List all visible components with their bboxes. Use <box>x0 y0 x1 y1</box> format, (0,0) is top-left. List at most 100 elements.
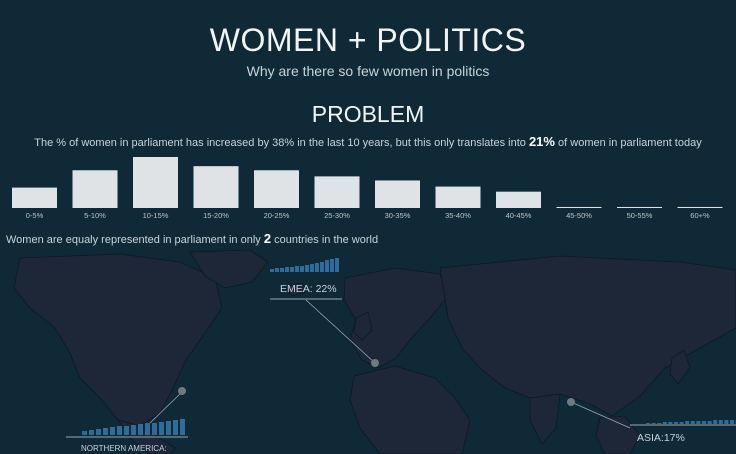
na-bars-bar <box>159 422 164 435</box>
emea-bars-bar <box>335 258 339 272</box>
equality-text-before: Women are equaly represented in parliame… <box>6 234 264 246</box>
asia-bars-bar <box>696 421 701 424</box>
asia-mini-bars <box>646 420 736 424</box>
na-bars-bar <box>145 423 150 435</box>
na-bars-bar <box>124 426 129 435</box>
asia-bars-bar <box>724 420 729 424</box>
asia-bars-bar <box>662 422 667 424</box>
emea-bars-bar <box>275 268 279 272</box>
page-subtitle: Why are there so few women in politics <box>246 63 490 79</box>
na-bars-bar <box>89 430 94 435</box>
north-america-leader-line <box>149 391 183 424</box>
asia-bars-bar <box>730 420 734 424</box>
emea-bars-bar <box>280 268 284 272</box>
japan-landmass <box>669 349 691 385</box>
asia-bars-bar <box>651 423 656 424</box>
world-map[interactable] <box>0 248 736 454</box>
problem-text-after: of women in parliament today <box>554 137 702 149</box>
na-bars-bar <box>117 426 122 435</box>
asia-bars-bar <box>674 422 678 424</box>
emea-marker[interactable] <box>371 359 379 367</box>
bar-0-5-[interactable] <box>12 187 57 208</box>
india-landmass <box>529 393 561 445</box>
north-america-mini-bars <box>82 419 185 435</box>
tick-label-15-20-: 15-20% <box>203 211 229 220</box>
tick-label-5-10-: 5-10% <box>84 211 106 220</box>
emea-bars-bar <box>300 266 304 272</box>
emea-bars-bar <box>270 269 274 272</box>
asia-bars-bar <box>690 421 695 424</box>
tick-label-40-45-: 40-45% <box>506 211 532 220</box>
tick-label-45-50-: 45-50% <box>566 211 592 220</box>
emea-bars-bar <box>325 260 329 272</box>
tick-label-20-25-: 20-25% <box>264 211 290 220</box>
na-bars-bar <box>166 421 171 435</box>
na-bars-bar <box>138 424 143 435</box>
emea-bars-bar <box>330 259 334 272</box>
asia-marker[interactable] <box>567 398 575 406</box>
tick-label-50-55-: 50-55% <box>627 211 653 220</box>
emea-bars-bar <box>310 264 314 272</box>
north-america-marker[interactable] <box>178 387 186 395</box>
na-bars-bar <box>152 423 157 435</box>
asia-bars-bar <box>679 422 684 424</box>
problem-text-before: The % of women in parliament has increas… <box>34 137 529 149</box>
asia-bars-bar <box>657 423 662 424</box>
asia-bars-bar <box>646 423 650 424</box>
equality-text-after: countries in the world <box>271 234 379 246</box>
distribution-bar-chart: 0-5% 5-10% 10-15% 15-20% 20-25% 25-30% 30-35% 3… <box>12 157 723 220</box>
asia-label: ASIA:17% <box>637 432 685 444</box>
bar-5-10-[interactable] <box>72 170 118 208</box>
emea-mini-bars <box>270 258 339 272</box>
bar-50-55-[interactable] <box>617 206 662 208</box>
na-bars-bar <box>96 429 101 435</box>
north-america-callout <box>66 387 188 438</box>
bar-40-45-[interactable] <box>496 191 541 208</box>
asia-bars-bar <box>713 420 718 424</box>
equality-statement: Women are equaly represented in parliame… <box>6 231 378 246</box>
problem-statement: The % of women in parliament has increas… <box>0 134 736 149</box>
emea-bars-bar <box>315 263 319 272</box>
tick-label-10-15-: 10-15% <box>143 211 169 220</box>
na-bars-bar <box>180 419 185 435</box>
asia-bars-bar <box>702 421 706 424</box>
iceland-landmass <box>285 282 307 297</box>
tick-label-30-35-: 30-35% <box>385 211 411 220</box>
emea-bars-bar <box>305 265 309 272</box>
section-heading-problem: PROBLEM <box>311 101 425 127</box>
bar-20-25-[interactable] <box>254 170 299 208</box>
na-bars-bar <box>131 425 136 435</box>
page-title: WOMEN + POLITICS <box>209 22 527 58</box>
na-bars-bar <box>103 428 108 435</box>
north-america-label: NORTHERN AMERICA: <box>81 444 167 453</box>
emea-callout <box>270 258 379 367</box>
na-bars-bar <box>110 427 115 435</box>
bar-25-30-[interactable] <box>314 176 360 208</box>
bar-15-20-[interactable] <box>193 166 239 208</box>
tick-label-25-30-: 25-30% <box>324 211 350 220</box>
emea-bars-bar <box>295 266 299 272</box>
bar-30-35-[interactable] <box>375 180 420 208</box>
emea-bars-bar <box>320 262 324 272</box>
emea-leader-line <box>305 299 376 364</box>
bar-35-40-[interactable] <box>435 186 481 208</box>
asia-leader-line <box>570 401 631 429</box>
bar-45-50-[interactable] <box>556 206 602 208</box>
asia-bars-bar <box>707 421 712 424</box>
asia-landmass <box>439 255 736 417</box>
emea-bars-bar <box>285 267 289 272</box>
bar-60-[interactable] <box>677 206 723 208</box>
problem-highlight: 21% <box>528 134 555 149</box>
equality-highlight: 2 <box>263 231 272 246</box>
emea-bars-bar <box>290 267 294 272</box>
africa-landmass <box>349 365 471 454</box>
asia-bars-bar <box>685 421 690 424</box>
greenland-landmass <box>189 249 269 289</box>
na-bars-bar <box>173 420 178 435</box>
asia-bars-bar <box>668 422 673 424</box>
asia-bars-bar <box>718 420 723 424</box>
tick-label-35-40-: 35-40% <box>445 211 471 220</box>
britain-landmass <box>353 311 373 341</box>
bar-10-15-[interactable] <box>133 157 178 208</box>
emea-label: EMEA: 22% <box>280 283 337 295</box>
